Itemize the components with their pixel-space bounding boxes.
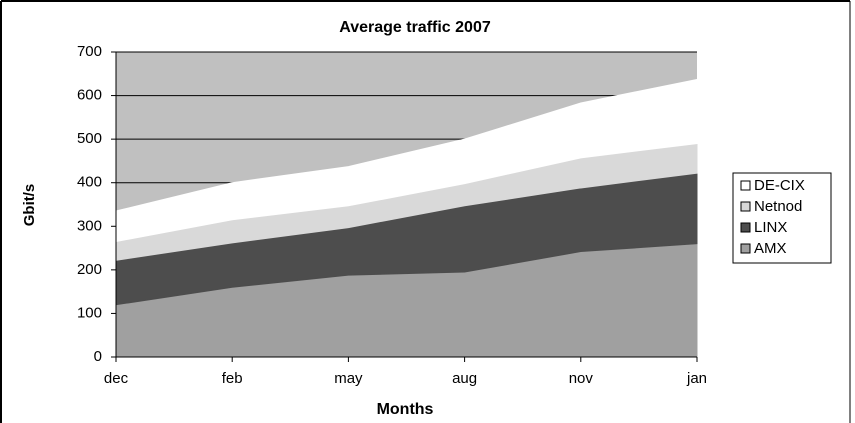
y-tick-label: 400 [77,174,102,191]
x-tick-label: nov [569,370,594,387]
y-tick-label: 500 [77,130,102,147]
x-tick-label: dec [104,370,129,387]
legend-label: AMX [754,240,787,257]
legend-label: Netnod [754,198,802,215]
legend-swatch [740,243,751,254]
y-tick-label: 300 [77,217,102,234]
y-tick-label: 200 [77,261,102,278]
legend-label: DE-CIX [754,177,805,194]
x-axis-label: Months [377,401,434,418]
y-axis-label: Gbit/s [21,184,38,227]
legend-label: LINX [754,219,787,236]
area [115,78,698,243]
y-tick-label: 600 [77,87,102,104]
chart-title: Average traffic 2007 [339,19,491,36]
y-tick-label: 100 [77,304,102,321]
legend-swatch [740,201,751,212]
x-tick-label: aug [452,370,477,387]
legend-swatch [740,222,751,233]
y-tick-label: 700 [77,43,102,60]
x-tick-label: jan [686,370,707,387]
legend-swatch [740,180,751,191]
x-tick-label: may [334,370,363,387]
y-tick-label: 0 [94,348,102,365]
x-tick-label: feb [222,370,243,387]
